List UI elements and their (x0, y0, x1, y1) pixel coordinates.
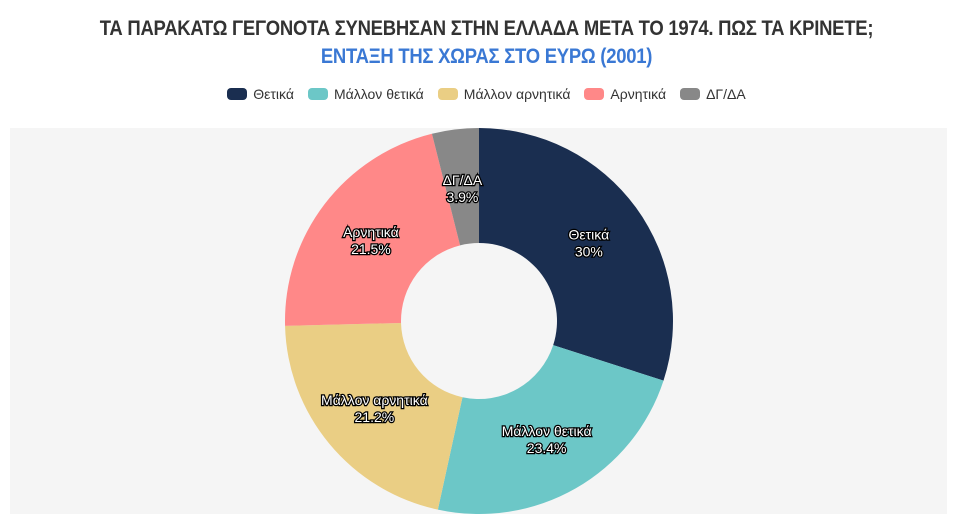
chart-subtitle: ΕΝΤΑΞΗ ΤΗΣ ΧΩΡΑΣ ΣΤΟ ΕΥΡΩ (2001) (320, 45, 653, 68)
legend: Θετικά Μάλλον θετικά Μάλλον αρνητικά Αρν… (0, 86, 973, 102)
legend-swatch (584, 88, 605, 100)
legend-item-negative[interactable]: Αρνητικά (584, 86, 666, 102)
legend-swatch (437, 88, 458, 100)
slice-value: 30% (575, 244, 603, 260)
legend-item-rather-negative[interactable]: Μάλλον αρνητικά (437, 86, 571, 102)
legend-label: Θετικά (253, 86, 294, 102)
slice-label: Θετικά (569, 227, 610, 243)
slice-value: 23.4% (527, 440, 567, 456)
legend-item-positive[interactable]: Θετικά (227, 86, 294, 102)
chart-title: ΤΑ ΠΑΡΑΚΑΤΩ ΓΕΓΟΝΟΤΑ ΣΥΝΕΒΗΣΑΝ ΣΤΗΝ ΕΛΛΑ… (99, 17, 874, 40)
slice-label: ΔΓ/ΔΑ (443, 172, 483, 188)
slice-value: 21.5% (351, 241, 391, 257)
plot-area: Θετικά 30% Μάλλον θετικά 23.4% Μάλλον αρνητι… (10, 128, 947, 514)
slice-label: Αρνητικά (343, 224, 399, 240)
slice-dk-na[interactable] (431, 128, 479, 246)
legend-item-dk-na[interactable]: ΔΓ/ΔΑ (680, 86, 746, 102)
legend-swatch (680, 88, 701, 100)
slice-value: 3.9% (446, 189, 478, 205)
legend-label: ΔΓ/ΔΑ (706, 86, 746, 102)
slice-rather-positive[interactable] (437, 345, 664, 514)
legend-label: Μάλλον αρνητικά (463, 86, 571, 102)
legend-label: Αρνητικά (610, 86, 667, 102)
legend-label: Μάλλον θετικά (333, 86, 424, 102)
legend-swatch (307, 88, 328, 100)
legend-item-rather-positive[interactable]: Μάλλον θετικά (307, 86, 424, 102)
slice-rather-negative[interactable] (285, 322, 463, 510)
slice-value: 21.2% (355, 409, 395, 425)
slice-label: Μάλλον αρνητικά (321, 392, 428, 408)
slice-label: Μάλλον θετικά (502, 423, 592, 439)
slice-positive[interactable] (479, 128, 673, 381)
slice-negative[interactable] (285, 133, 461, 326)
donut-slices (285, 128, 673, 514)
legend-swatch (227, 88, 248, 100)
